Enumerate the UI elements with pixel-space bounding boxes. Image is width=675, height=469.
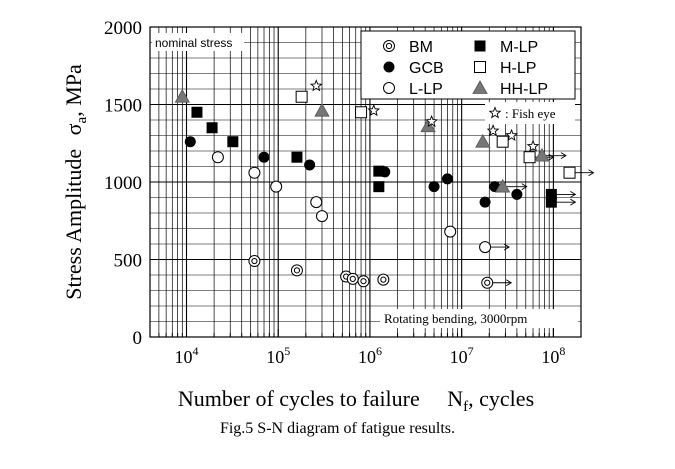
data-markers (174, 79, 595, 289)
data-point-fish-eye (367, 103, 381, 117)
data-point-gcb (428, 181, 440, 193)
legend-label-h-lp: H-LP (500, 60, 536, 77)
data-point-m-lp (545, 196, 557, 208)
data-point-h-lp (295, 90, 308, 103)
x-tick-label: 106 (358, 344, 382, 367)
data-point-gcb (184, 136, 196, 148)
legend-label-gcb: GCB (409, 60, 444, 77)
condition-label: Rotating bending, 3000rpm (384, 311, 527, 326)
figure-caption: Fig.5 S-N diagram of fatigue results. (219, 420, 456, 437)
fish-eye-legend (488, 106, 502, 119)
data-point-fish-eye (425, 114, 438, 127)
data-point-fish-eye (309, 79, 323, 92)
y-tick-label: 0 (133, 328, 143, 349)
nominal-stress-label: nominal stress (155, 36, 232, 50)
data-point-l-lp (315, 210, 328, 223)
legend-label-m-lp: M-LP (500, 39, 538, 56)
data-point-bm (248, 255, 261, 268)
condition-label-bg (380, 309, 578, 328)
legend-label-bm: BM (409, 39, 433, 56)
x-tick-label: 107 (450, 344, 474, 367)
legend-box (360, 30, 576, 100)
y-axis-title: Stress Amplitude σa, MPa (61, 64, 90, 300)
data-point-hh-lp (174, 88, 190, 103)
data-point-m-lp (191, 106, 203, 118)
x-tick-label: 105 (266, 344, 290, 367)
data-point-m-lp (291, 151, 303, 163)
data-point-bm (357, 275, 370, 288)
data-point-h-lp (496, 135, 509, 148)
y-tick-label: 1000 (104, 173, 142, 194)
x-tick-label: 104 (174, 344, 198, 367)
y-tick-labels: 0 500 1000 1500 2000 (104, 18, 142, 349)
sn-chart: 0 500 1000 1500 2000 104 105 106 107 108 nominal… (61, 18, 595, 415)
data-point-l-lp (479, 241, 492, 254)
data-point-hh-lp (314, 102, 330, 117)
data-point-gcb (304, 159, 316, 171)
data-point-bm (481, 276, 494, 289)
data-point-h-lp (355, 106, 368, 119)
data-point-fish-eye (526, 139, 540, 152)
data-point-hh-lp (494, 178, 511, 193)
y-axis-subscript: a (74, 116, 90, 123)
legend-marker-m-lp (474, 40, 486, 52)
svg-text:Stress Amplitude σa, MP: Stress Amplitude σa, MPa (61, 64, 90, 300)
data-point-m-lp (227, 136, 239, 148)
fish-eye-star-icon (488, 106, 502, 119)
data-point-hh-lp (534, 147, 550, 162)
y-axis-label: Stress Amplitude (61, 149, 86, 300)
data-point-bm (290, 264, 303, 277)
legend-marker-h-lp (474, 61, 486, 73)
y-tick-label: 1500 (104, 96, 142, 117)
legend-label-hh-lp: HH-LP (500, 81, 548, 98)
data-point-gcb (258, 151, 270, 163)
data-point-l-lp (444, 225, 457, 238)
data-point-m-lp (206, 122, 218, 134)
data-point-m-lp (373, 181, 385, 193)
y-axis-unit: , MPa (61, 64, 86, 117)
data-point-l-lp (270, 180, 283, 193)
data-point-fish-eye (486, 124, 500, 137)
x-axis-title: Number of cycles to failure Nf, cycles (178, 386, 534, 415)
data-point-h-lp (523, 151, 536, 164)
x-axis-label: Number of cycles to failure (178, 386, 420, 411)
data-point-hh-lp (475, 133, 491, 148)
data-point-h-lp (563, 166, 576, 179)
data-point-bm (346, 272, 359, 285)
legend: BM M-LP GCB H-LP L-LP HH-LP (360, 30, 576, 100)
x-axis-unit: , cycles (468, 386, 534, 411)
nominal-stress-bg (152, 33, 244, 51)
data-point-gcb (441, 173, 453, 185)
legend-marker-gcb (383, 61, 395, 73)
x-tick-label: 108 (541, 344, 565, 367)
data-point-fish-eye (505, 128, 518, 141)
plot-frame (149, 26, 582, 338)
x-axis-subscript: f (463, 399, 468, 415)
data-point-gcb (479, 196, 491, 208)
data-point-gcb (511, 188, 523, 200)
y-tick-label: 500 (114, 251, 143, 272)
data-point-m-lp (373, 165, 385, 177)
y-axis-symbol: σ (61, 123, 86, 135)
data-point-bm (377, 273, 390, 286)
legend-marker-l-lp (383, 82, 395, 94)
data-point-m-lp (545, 188, 557, 200)
y-tick-label: 2000 (104, 18, 142, 39)
legend-marker-hh-lp (472, 80, 488, 94)
data-point-l-lp (310, 196, 323, 209)
fish-eye-label: : Fish eye (505, 106, 556, 121)
data-point-l-lp (211, 151, 224, 164)
data-point-l-lp (248, 166, 261, 179)
legend-marker-bm (383, 40, 395, 52)
fish-eye-bg (485, 102, 575, 124)
legend-label-l-lp: L-LP (409, 81, 443, 98)
x-axis-symbol: N (447, 386, 463, 411)
x-tick-labels: 104 105 106 107 108 (174, 344, 565, 367)
